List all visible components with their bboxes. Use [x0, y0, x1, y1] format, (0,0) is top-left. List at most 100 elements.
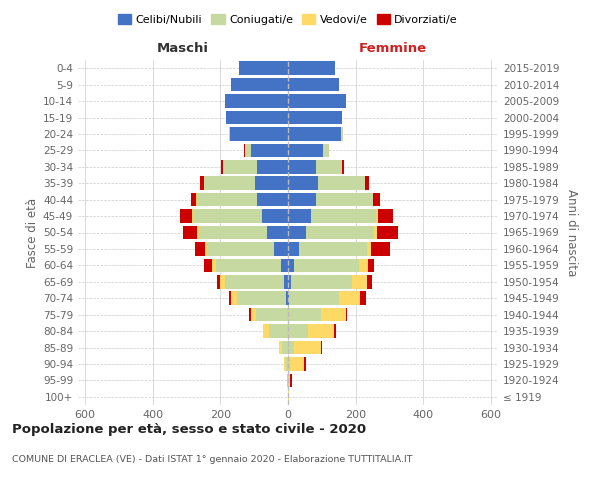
Bar — [371, 242, 390, 256]
Bar — [288, 226, 305, 239]
Bar — [288, 62, 335, 75]
Bar — [256, 308, 288, 322]
Bar — [223, 160, 257, 173]
Bar — [316, 160, 342, 173]
Bar — [212, 258, 215, 272]
Bar — [304, 357, 305, 370]
Bar — [244, 144, 245, 157]
Bar — [289, 374, 290, 387]
Text: Maschi: Maschi — [157, 42, 209, 55]
Bar — [237, 292, 286, 305]
Bar — [205, 242, 207, 256]
Bar — [245, 144, 251, 157]
Bar — [203, 176, 255, 190]
Bar — [191, 193, 196, 206]
Bar — [341, 127, 343, 140]
Bar — [367, 242, 371, 256]
Bar — [288, 78, 340, 92]
Bar — [278, 341, 282, 354]
Bar — [274, 242, 288, 256]
Bar — [284, 357, 286, 370]
Bar — [287, 374, 288, 387]
Bar — [193, 210, 262, 223]
Bar — [305, 226, 374, 239]
Bar — [373, 193, 380, 206]
Bar — [318, 176, 365, 190]
Bar — [269, 324, 288, 338]
Bar — [230, 127, 288, 140]
Bar — [226, 94, 288, 108]
Bar — [217, 275, 220, 288]
Bar — [288, 341, 294, 354]
Bar — [262, 210, 288, 223]
Bar — [316, 193, 373, 206]
Bar — [231, 292, 237, 305]
Bar — [323, 144, 329, 157]
Bar — [294, 341, 320, 354]
Bar — [321, 308, 346, 322]
Bar — [288, 111, 341, 124]
Bar — [299, 242, 367, 256]
Bar — [359, 258, 368, 272]
Bar — [377, 226, 398, 239]
Bar — [288, 324, 308, 338]
Legend: Celibi/Nubili, Coniugati/e, Vedovi/e, Divorziati/e: Celibi/Nubili, Coniugati/e, Vedovi/e, Di… — [115, 10, 461, 28]
Bar — [368, 258, 374, 272]
Bar — [340, 292, 361, 305]
Bar — [281, 258, 288, 272]
Bar — [251, 308, 256, 322]
Bar — [365, 176, 368, 190]
Bar — [263, 324, 269, 338]
Bar — [288, 308, 321, 322]
Bar — [267, 226, 288, 239]
Bar — [288, 374, 289, 387]
Bar — [374, 226, 377, 239]
Bar — [231, 78, 288, 92]
Bar — [288, 127, 341, 140]
Bar — [352, 275, 367, 288]
Bar — [224, 275, 284, 288]
Bar — [288, 144, 323, 157]
Bar — [288, 275, 291, 288]
Bar — [342, 160, 344, 173]
Text: COMUNE DI ERACLEA (VE) - Dati ISTAT 1° gennaio 2020 - Elaborazione TUTTITALIA.IT: COMUNE DI ERACLEA (VE) - Dati ISTAT 1° g… — [12, 455, 413, 464]
Bar — [255, 176, 288, 190]
Bar — [346, 308, 347, 322]
Bar — [288, 292, 289, 305]
Bar — [341, 111, 342, 124]
Bar — [289, 292, 340, 305]
Bar — [196, 193, 197, 206]
Bar — [197, 193, 257, 206]
Bar — [291, 275, 352, 288]
Bar — [367, 275, 371, 288]
Bar — [249, 308, 251, 322]
Bar — [229, 127, 230, 140]
Bar — [320, 341, 322, 354]
Bar — [200, 176, 203, 190]
Bar — [378, 210, 394, 223]
Bar — [229, 292, 231, 305]
Bar — [361, 292, 365, 305]
Bar — [288, 242, 299, 256]
Bar — [215, 258, 281, 272]
Bar — [199, 226, 267, 239]
Bar — [288, 160, 316, 173]
Bar — [311, 210, 376, 223]
Bar — [288, 258, 294, 272]
Bar — [288, 94, 346, 108]
Bar — [288, 176, 318, 190]
Bar — [376, 210, 378, 223]
Bar — [257, 160, 288, 173]
Bar — [294, 258, 359, 272]
Y-axis label: Anni di nascita: Anni di nascita — [565, 189, 578, 276]
Bar — [220, 275, 224, 288]
Bar — [207, 242, 274, 256]
Bar — [284, 275, 288, 288]
Bar — [288, 390, 289, 404]
Bar — [286, 292, 288, 305]
Bar — [180, 210, 193, 223]
Bar — [288, 357, 290, 370]
Bar — [288, 193, 316, 206]
Bar — [257, 193, 288, 206]
Text: Popolazione per età, sesso e stato civile - 2020: Popolazione per età, sesso e stato civil… — [12, 422, 366, 436]
